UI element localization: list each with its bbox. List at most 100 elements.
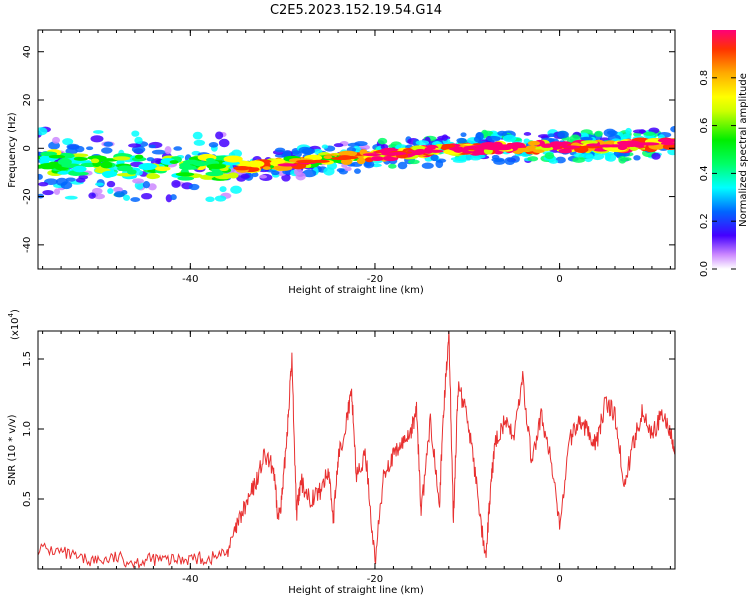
heat-cell (215, 131, 224, 140)
colorbar-ticks: 0.0 0.2 0.4 0.6 0.8 (699, 70, 736, 277)
colorbar-label: Normalized spectral amplitude (738, 73, 749, 227)
heat-cell (183, 159, 200, 165)
heat-hotspot (660, 141, 675, 146)
heat-cell (171, 180, 181, 188)
colorbar-tick-label: 0.4 (699, 165, 710, 181)
heat-cell (388, 163, 397, 169)
heat-cell (354, 141, 368, 147)
spectrogram-heatmap (38, 125, 675, 203)
heat-cell (38, 182, 49, 187)
heat-hotspot (634, 144, 645, 148)
heat-cell (106, 180, 116, 188)
heat-cell (192, 131, 203, 140)
snr-x-tick-label: -40 (182, 574, 198, 585)
spectrogram-x-tick-label: -20 (367, 274, 383, 285)
heat-cell (633, 155, 641, 161)
heat-cell (95, 182, 104, 187)
heat-cell (134, 169, 143, 176)
heat-cell (651, 152, 661, 160)
heat-cell (53, 188, 61, 195)
heat-cell (356, 157, 366, 165)
spectrogram-x-tick-label: -40 (182, 274, 198, 285)
heat-cell (486, 135, 501, 142)
heat-cell (131, 130, 140, 137)
heat-cell (354, 168, 361, 174)
heat-cell (274, 147, 286, 153)
heat-cell (173, 146, 183, 151)
snr-y-tick-label: 1.5 (22, 351, 33, 367)
heat-cell (169, 160, 179, 164)
heat-cell (48, 154, 66, 159)
heat-hotspot (338, 155, 352, 159)
heat-cell (605, 153, 617, 162)
heat-cell (138, 163, 157, 171)
heat-cell (525, 145, 538, 152)
heat-cell (259, 174, 268, 179)
snr-frame (37, 330, 676, 570)
heat-cell (458, 154, 467, 162)
snr-axes: -40 -20 0 0.5 1.0 1.5 (22, 331, 675, 585)
heat-cell (523, 138, 530, 144)
heat-cell (164, 146, 172, 155)
heat-cell (88, 192, 96, 199)
heat-cell (65, 177, 76, 182)
heat-cell (175, 172, 195, 177)
heat-cell (233, 165, 251, 171)
heat-cell (93, 130, 104, 134)
heat-cell (128, 143, 142, 148)
heat-cell (321, 144, 329, 149)
heat-hotspot (362, 153, 382, 157)
heat-cell (617, 140, 632, 145)
spectrogram-y-tick-label: -40 (22, 237, 33, 253)
heat-cell (580, 140, 598, 145)
heat-cell (247, 160, 265, 168)
heat-cell (523, 132, 532, 136)
heat-hotspot (586, 143, 601, 147)
heat-cell (397, 161, 408, 170)
heat-hotspot (428, 149, 444, 153)
heat-cell (377, 137, 388, 145)
heat-cell (223, 155, 243, 163)
heat-cell (491, 157, 505, 162)
heat-cell (71, 171, 89, 176)
heat-cell (338, 150, 358, 157)
heat-cell (643, 131, 656, 136)
heat-cell (75, 177, 86, 183)
heat-cell (193, 139, 206, 146)
heat-cell (117, 165, 133, 172)
heat-cell (344, 166, 352, 172)
heat-cell (323, 155, 333, 160)
heat-cell (557, 130, 569, 139)
heat-hotspot (277, 163, 298, 167)
heat-cell (113, 186, 123, 193)
heat-cell (544, 152, 555, 160)
heat-cell (86, 146, 94, 151)
heat-cell (625, 127, 632, 135)
heat-hotspot (507, 144, 527, 148)
heat-cell (132, 178, 144, 184)
snr-scale-exponent: 4 (7, 312, 15, 317)
heat-cell (93, 193, 106, 200)
snr-scale-label: (x104) (7, 309, 21, 340)
heat-cell (101, 147, 113, 154)
heat-cell (205, 196, 215, 203)
heat-cell (670, 125, 675, 133)
heat-cell (188, 183, 200, 191)
heat-cell (103, 141, 114, 147)
heat-cell (323, 167, 335, 176)
heat-hotspot (598, 144, 614, 148)
snr-scale-suffix: ) (10, 309, 21, 313)
heat-cell (113, 191, 125, 198)
heat-cell (441, 143, 456, 149)
heat-cell (370, 156, 384, 162)
heat-cell (502, 134, 517, 143)
heat-cell (123, 194, 131, 201)
svg-text:(x104): (x104) (7, 309, 21, 340)
heat-cell (170, 194, 177, 201)
heat-cell (298, 146, 312, 154)
snr-y-tick-label: 1.0 (22, 421, 33, 437)
heat-cell (340, 158, 353, 165)
heat-cell (146, 157, 155, 162)
heat-cell (72, 165, 87, 173)
